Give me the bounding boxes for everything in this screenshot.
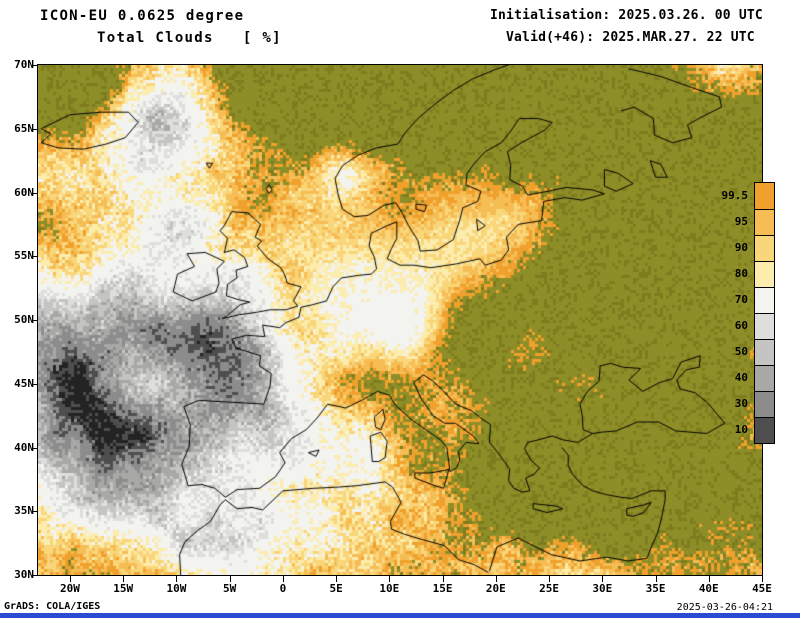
legend-value-label: 99.5	[721, 189, 749, 202]
legend-value-label: 90	[734, 241, 748, 254]
legend-value-label: 80	[734, 267, 748, 280]
legend-value-label: 50	[734, 345, 748, 358]
lon-axis-label: 10W	[166, 582, 187, 595]
lon-axis-label: 20E	[485, 582, 506, 595]
lat-axis-tick	[32, 383, 38, 385]
lat-axis-tick	[32, 256, 38, 258]
lon-axis-label: 5E	[329, 582, 343, 595]
legend-value-label: 10	[734, 423, 748, 436]
lat-axis-label: 55N	[14, 249, 34, 263]
lon-axis-tick	[708, 576, 710, 582]
lat-axis-tick	[32, 65, 38, 66]
lon-axis-label: 35E	[645, 582, 666, 595]
legend-swatch	[755, 339, 774, 365]
lon-axis-label: 15E	[432, 582, 453, 595]
legend-value-label: 95	[734, 215, 748, 228]
lon-axis-tick	[495, 576, 497, 582]
legend-value-label: 40	[734, 371, 748, 384]
lon-axis-tick	[229, 576, 231, 582]
lat-axis-label: 70N	[14, 58, 34, 71]
legend-swatch	[755, 417, 774, 443]
lon-axis-label: 0	[279, 582, 287, 595]
lat-axis-tick	[32, 128, 38, 130]
lat-axis-tick	[32, 320, 38, 321]
grads-credit: GrADS: COLA/IGES	[4, 601, 101, 612]
lon-axis-tick	[123, 576, 125, 582]
lat-axis-label: 35N	[14, 504, 34, 518]
lat-axis-label: 40N	[14, 440, 34, 454]
lat-axis-label: 60N	[14, 185, 34, 199]
lat-axis-label: 50N	[14, 313, 34, 326]
lon-axis-tick	[176, 576, 178, 582]
lat-axis-label: 30N	[14, 568, 34, 581]
lon-axis-label: 15W	[113, 582, 134, 595]
lon-axis-tick	[282, 576, 284, 582]
lon-axis-label: 20W	[60, 582, 80, 595]
legend-swatch	[755, 261, 774, 287]
lon-axis-tick	[69, 576, 71, 582]
init-time-label: Initialisation: 2025.03.26. 00 UTC	[490, 8, 763, 23]
creation-timestamp: 2025-03-26-04:21	[676, 602, 773, 613]
legend-swatch	[755, 209, 774, 235]
lon-axis-label: 40E	[698, 582, 719, 595]
lon-axis-tick	[602, 576, 604, 582]
lon-axis-label: 5W	[223, 582, 237, 595]
legend-swatch	[755, 313, 774, 339]
lon-axis-label: 10E	[379, 582, 400, 595]
valid-time-label: Valid(+46): 2025.MAR.27. 22 UTC	[506, 30, 755, 45]
lon-axis-tick	[549, 576, 551, 582]
total-clouds-raster	[38, 65, 762, 575]
map-plot-area	[37, 64, 763, 576]
legend-swatch	[755, 183, 774, 209]
bottom-blue-strip	[0, 613, 800, 618]
cloud-cover-colorbar	[754, 182, 775, 444]
legend-swatch	[755, 391, 774, 417]
lon-axis-label: 25E	[539, 582, 559, 595]
legend-swatch	[755, 235, 774, 261]
lon-axis-label: 30E	[592, 582, 613, 595]
lon-axis-tick	[336, 576, 338, 582]
lon-axis-tick	[762, 576, 763, 582]
lon-axis-tick	[655, 576, 657, 582]
legend-value-label: 30	[734, 397, 748, 410]
lat-axis-tick	[32, 511, 38, 513]
lat-axis-label: 45N	[14, 376, 34, 390]
lon-axis-tick	[389, 576, 391, 582]
field-title: Total Clouds [ %]	[97, 30, 282, 46]
model-title: ICON-EU 0.0625 degree	[40, 8, 245, 24]
legend-value-label: 60	[734, 319, 748, 332]
legend-value-label: 70	[734, 293, 748, 306]
legend-swatch	[755, 365, 774, 391]
lat-axis-tick	[32, 192, 38, 194]
lon-axis-label: 45E	[752, 582, 772, 595]
legend-swatch	[755, 287, 774, 313]
lat-axis-tick	[32, 447, 38, 449]
lat-axis-tick	[32, 575, 38, 576]
lon-axis-tick	[442, 576, 444, 582]
lat-axis-label: 65N	[14, 121, 34, 135]
